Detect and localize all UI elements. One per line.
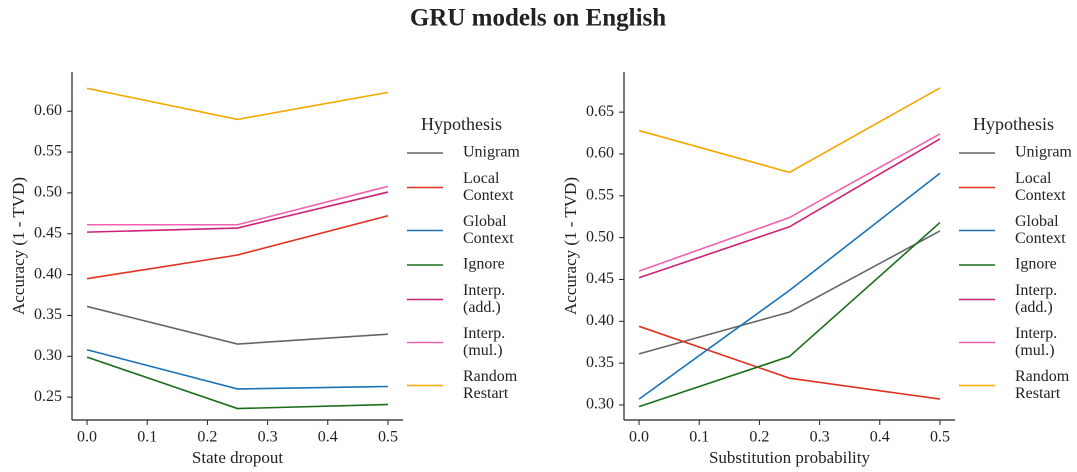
series-line xyxy=(87,191,389,233)
legend-label: Interp. (add.) xyxy=(463,282,505,316)
y-tick-label: 0.50 xyxy=(586,228,614,245)
legend-label: Interp. (mul.) xyxy=(1015,325,1057,359)
series-line xyxy=(86,215,389,280)
x-tick-label: 0.0 xyxy=(629,429,649,446)
y-tick-label: 0.55 xyxy=(34,143,62,160)
legend-label: Global Context xyxy=(463,213,514,247)
legend-label: Random Restart xyxy=(463,368,518,402)
series-line xyxy=(638,325,941,400)
x-tick-label: 0.1 xyxy=(689,429,709,446)
series-line xyxy=(86,305,389,345)
y-tick-label: 0.65 xyxy=(586,103,614,120)
x-tick-label: 0.2 xyxy=(197,429,217,446)
x-tick-label: 0.3 xyxy=(810,429,830,446)
legend-label: Ignore xyxy=(463,256,505,273)
series-line xyxy=(86,356,388,410)
x-tick-label: 0.2 xyxy=(749,429,769,446)
y-tick-label: 0.35 xyxy=(586,354,614,371)
y-axis-label: Accuracy (1 - TVD) xyxy=(561,177,580,315)
y-tick-label: 0.30 xyxy=(586,396,614,413)
subplot: 0.30 0.35 0.40 0.45 0.50 0.55 0.60 0.65 0.0 0.1 0.… xyxy=(561,72,1072,467)
series-line xyxy=(638,221,941,408)
y-tick-label: 0.30 xyxy=(34,347,62,364)
series-line xyxy=(638,230,941,355)
legend-label: Global Context xyxy=(1015,213,1066,247)
legend-label: Unigram xyxy=(1015,144,1072,161)
legend-label: Local Context xyxy=(463,170,514,204)
y-tick-label: 0.40 xyxy=(586,312,614,329)
y-tick-label: 0.60 xyxy=(34,102,62,119)
legend-label: Unigram xyxy=(463,144,520,161)
x-tick-label: 0.0 xyxy=(77,429,97,446)
subplot: 0.25 0.30 0.35 0.40 0.45 0.50 0.55 0.60 0.0 0.1 0.… xyxy=(9,72,520,467)
x-tick-label: 0.4 xyxy=(870,429,890,446)
x-axis-label: State dropout xyxy=(192,448,283,467)
legend-label: Local Context xyxy=(1015,170,1066,204)
x-tick-label: 0.1 xyxy=(137,429,157,446)
y-tick-label: 0.40 xyxy=(34,265,62,282)
series-line xyxy=(86,87,389,121)
y-tick-label: 0.45 xyxy=(586,270,614,287)
legend-title: Hypothesis xyxy=(973,114,1054,134)
y-axis-label: Accuracy (1 - TVD) xyxy=(9,177,28,315)
series-line xyxy=(86,348,388,390)
y-tick-label: 0.55 xyxy=(586,186,614,203)
figure-title: GRU models on English xyxy=(410,5,666,32)
x-tick-label: 0.5 xyxy=(930,429,950,446)
y-tick-label: 0.50 xyxy=(34,184,62,201)
series-line xyxy=(87,185,389,226)
series-line xyxy=(638,133,941,272)
y-tick-label: 0.45 xyxy=(34,224,62,241)
x-tick-label: 0.5 xyxy=(378,429,398,446)
legend-title: Hypothesis xyxy=(421,114,502,134)
x-tick-label: 0.3 xyxy=(258,429,278,446)
legend-label: Ignore xyxy=(1015,256,1057,273)
x-tick-label: 0.4 xyxy=(318,429,338,446)
series-line xyxy=(638,138,941,279)
legend-label: Interp. (mul.) xyxy=(463,325,505,359)
legend-label: Random Restart xyxy=(1015,368,1070,402)
series-line xyxy=(638,87,941,174)
y-tick-label: 0.25 xyxy=(34,388,62,405)
y-tick-label: 0.35 xyxy=(34,306,62,323)
series-line xyxy=(638,172,941,400)
legend-label: Interp. (add.) xyxy=(1015,282,1057,316)
x-axis-label: Substitution probability xyxy=(709,448,871,467)
y-tick-label: 0.60 xyxy=(586,145,614,162)
